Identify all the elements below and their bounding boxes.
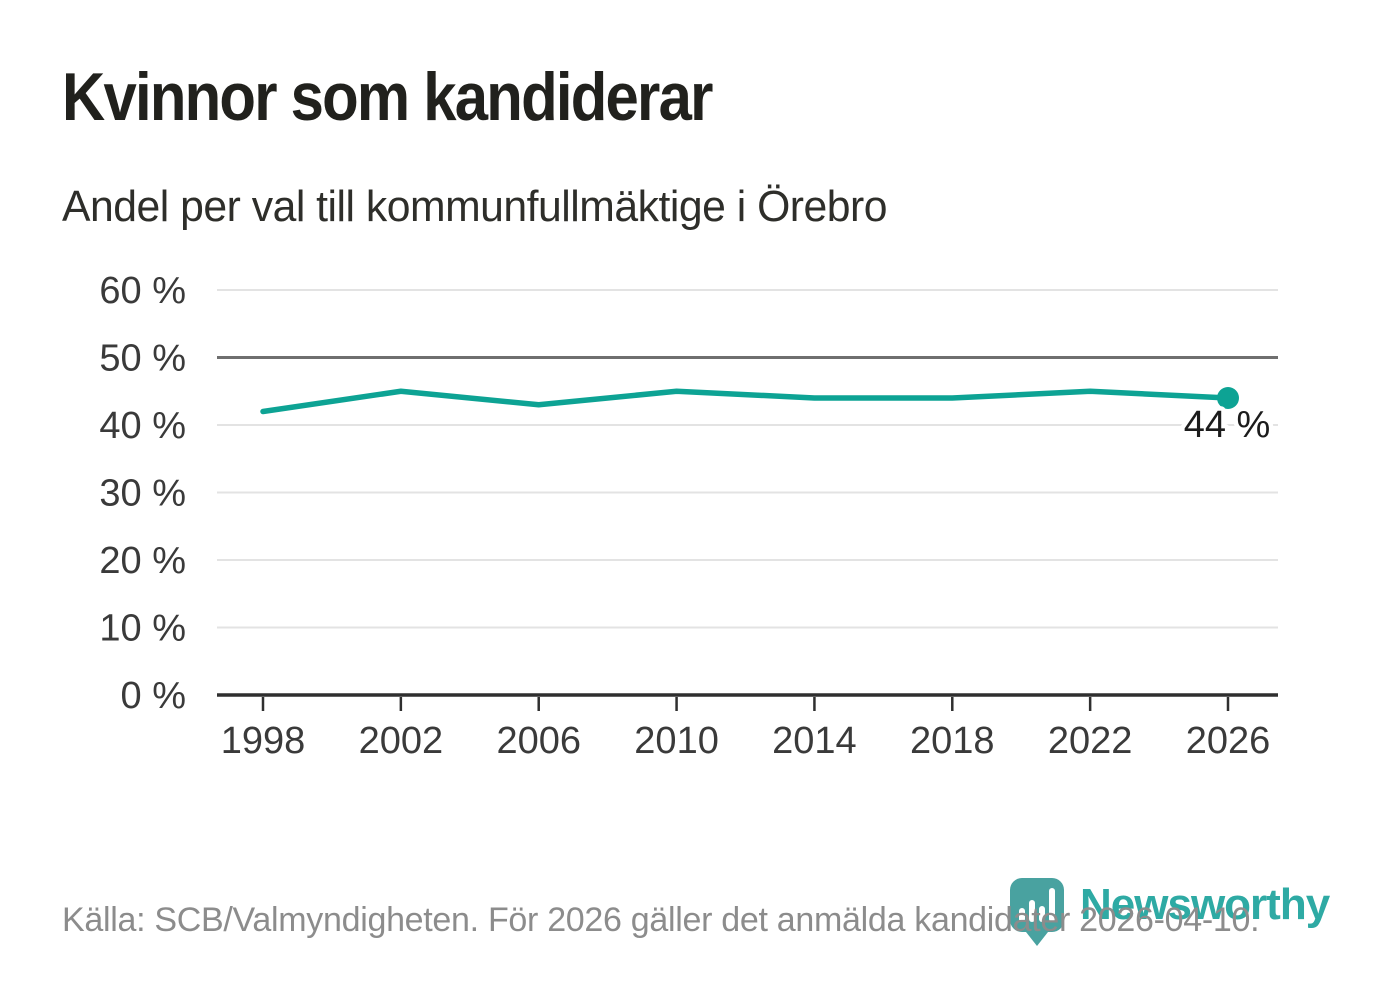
bar-3 <box>1039 906 1045 922</box>
x-axis-label: 2010 <box>634 720 719 762</box>
x-axis-label: 2002 <box>359 720 444 762</box>
source-note: Källa: SCB/Valmyndigheten. För 2026 gäll… <box>62 901 1260 939</box>
x-axis-label: 2014 <box>772 720 857 762</box>
y-axis-label: 40 % <box>99 405 186 447</box>
y-axis-label: 60 % <box>99 270 186 312</box>
bar-4 <box>1049 888 1055 922</box>
bar-chart-pin-icon <box>1010 878 1064 946</box>
y-axis-label: 50 % <box>99 338 186 380</box>
chart-title: Kvinnor som kandiderar <box>62 59 713 135</box>
y-axis-label: 20 % <box>99 540 186 582</box>
y-axis-label: 10 % <box>99 608 186 650</box>
x-axis-label: 1998 <box>221 720 306 762</box>
bar-1 <box>1019 908 1025 922</box>
x-axis-label: 2022 <box>1048 720 1133 762</box>
x-axis-label: 2026 <box>1186 720 1271 762</box>
newsworthy-logo: Newsworthy <box>1010 878 1330 948</box>
end-point-dot <box>1217 387 1239 409</box>
x-axis-label: 2006 <box>496 720 581 762</box>
chart-subtitle: Andel per val till kommunfullmäktige i Ö… <box>62 182 888 231</box>
y-axis-label: 30 % <box>99 473 186 515</box>
y-axis-label: 0 % <box>121 675 186 717</box>
data-line <box>260 388 1231 415</box>
newsworthy-wordmark: Newsworthy <box>1080 880 1330 929</box>
end-value-label: 44 % <box>1184 404 1271 446</box>
x-axis-label: 2018 <box>910 720 995 762</box>
bar-2 <box>1029 900 1035 922</box>
